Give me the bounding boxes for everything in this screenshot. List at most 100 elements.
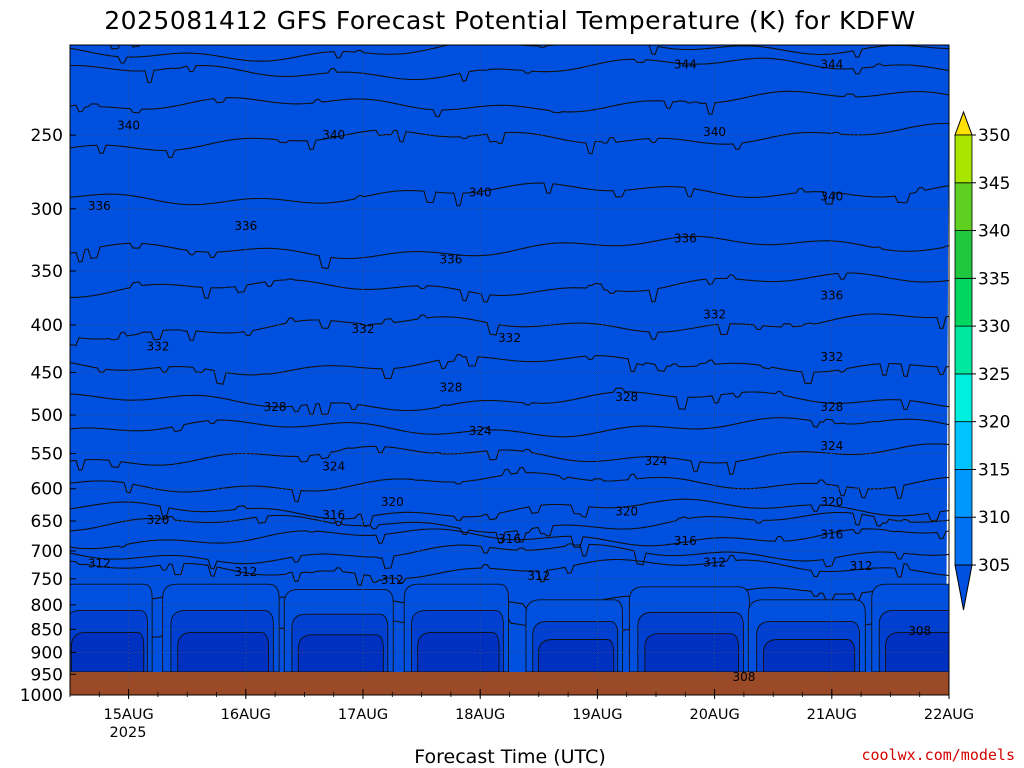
contour-label: 312	[703, 555, 726, 569]
source-credit: coolwx.com/models	[861, 746, 1015, 764]
contour-label: 332	[146, 340, 169, 354]
contour-label: 340	[322, 128, 345, 142]
cell-20-2	[763, 639, 856, 673]
ytick-label-900: 900	[31, 643, 63, 663]
contour-344	[70, 57, 949, 84]
contour-334	[70, 272, 949, 303]
contour-label: 312	[381, 573, 404, 587]
ytick-label-1000: 1000	[20, 686, 63, 706]
contour-labels: 344 344 340 340 340 340 340 336 336 336 336 336 332 3…	[88, 58, 931, 684]
xtick-label-17AUG: 17AUG	[338, 707, 388, 723]
contour-label: 328	[264, 400, 287, 414]
contour-label: 340	[117, 118, 140, 132]
colorbar-label-340: 340	[978, 222, 1010, 242]
ytick-label-550: 550	[31, 445, 63, 465]
cell-15-2	[177, 632, 270, 673]
colorbar-label-345: 345	[978, 174, 1010, 194]
x-year-label: 2025	[110, 725, 147, 741]
contour-label: 316	[820, 527, 843, 541]
contour-324	[70, 443, 949, 475]
boundary-layer-cells	[70, 583, 949, 673]
contour-346	[70, 45, 949, 64]
contour-label: 320	[381, 495, 404, 509]
contour-label: 328	[439, 380, 462, 394]
contour-label: 320	[820, 495, 843, 509]
colorbar-extend-bottom	[954, 564, 973, 611]
contour-label: 332	[703, 308, 726, 322]
colorbar-segment-330	[954, 277, 973, 327]
contour-lines	[70, 45, 949, 644]
contour-label: 316	[322, 508, 345, 522]
contour-label: 312	[527, 569, 550, 583]
colorbar-segment-305	[954, 516, 973, 566]
ytick-label-950: 950	[31, 665, 63, 685]
ytick-label-850: 850	[31, 620, 63, 640]
cell-19-2	[644, 633, 739, 673]
colorbar: 305 310 315 320 325 330 335 340 345 350	[954, 110, 1010, 611]
contour-label: 336	[674, 232, 697, 246]
contour-label: 324	[645, 454, 668, 468]
colorbar-segment-310	[954, 469, 973, 518]
colorbar-segment-340	[954, 182, 973, 231]
contour-label: 320	[615, 505, 638, 519]
contour-label: 324	[469, 424, 492, 438]
contour-label: 312	[88, 556, 111, 570]
colorbar-label-325: 325	[978, 365, 1010, 385]
contour-330	[70, 353, 949, 385]
contour-336	[70, 235, 949, 270]
contour-label: 312	[234, 565, 257, 579]
cell-14-2	[70, 632, 145, 673]
colorbar-label-330: 330	[978, 317, 1010, 337]
colorbar-label-320: 320	[978, 413, 1010, 433]
contour-322	[70, 467, 949, 503]
xtick-label-19AUG: 19AUG	[572, 707, 622, 723]
ytick-label-750: 750	[31, 570, 63, 590]
colorbar-extend-top	[954, 110, 973, 136]
contour-label: 316	[674, 534, 697, 548]
contour-label: 332	[352, 322, 375, 336]
xtick-label-15AUG: 15AUG	[103, 707, 153, 723]
ytick-label-350: 350	[31, 262, 63, 282]
contour-340	[70, 122, 949, 159]
contour-label: 332	[498, 331, 521, 345]
ytick-label-500: 500	[31, 406, 63, 426]
contour-312	[70, 554, 949, 586]
contour-label: 324	[820, 439, 843, 453]
plot-area: 344 344 340 340 340 340 340 336 336 336 336 336 332 3…	[69, 44, 950, 696]
contour-label: 308	[908, 624, 931, 638]
contour-label: 328	[820, 400, 843, 414]
cell-18-2	[537, 639, 615, 673]
y-axis: 250 300 350 400 450 500 550 600 650 700 750 800 850 9…	[20, 126, 76, 706]
ytick-label-700: 700	[31, 542, 63, 562]
colorbar-label-335: 335	[978, 269, 1010, 289]
contour-label: 340	[469, 185, 492, 199]
contour-label: 344	[820, 58, 843, 72]
contour-326	[70, 417, 949, 438]
contour-label: 336	[439, 252, 462, 266]
ytick-label-250: 250	[31, 126, 63, 146]
ytick-label-400: 400	[31, 316, 63, 336]
x-axis-label: Forecast Time (UTC)	[414, 746, 605, 768]
contour-label: 316	[498, 532, 521, 546]
contour-label: 308	[732, 670, 755, 684]
colorbar-segment-345	[954, 134, 973, 184]
x-axis: 2025 15AUG 16AUG 17AUG 18AUG 19AUG 20AUG 21AUG…	[69, 689, 974, 741]
colorbar-segment-325	[954, 325, 973, 375]
colorbar-label-315: 315	[978, 460, 1010, 480]
cell-16-2	[297, 634, 384, 673]
contour-label: 340	[703, 125, 726, 139]
contour-label: 344	[674, 58, 697, 72]
contour-338	[70, 182, 949, 207]
colorbar-label-350: 350	[978, 126, 1010, 146]
ytick-label-650: 650	[31, 512, 63, 532]
contour-label: 328	[615, 390, 638, 404]
colorbar-segment-320	[954, 373, 973, 423]
colorbar-segment-315	[954, 421, 973, 470]
xtick-label-18AUG: 18AUG	[455, 707, 505, 723]
ytick-label-600: 600	[31, 480, 63, 500]
grid-lines	[70, 45, 950, 696]
xtick-label-21AUG: 21AUG	[807, 707, 857, 723]
filled-bands	[70, 45, 949, 695]
band-300	[70, 45, 949, 695]
ground-surface	[70, 672, 949, 695]
